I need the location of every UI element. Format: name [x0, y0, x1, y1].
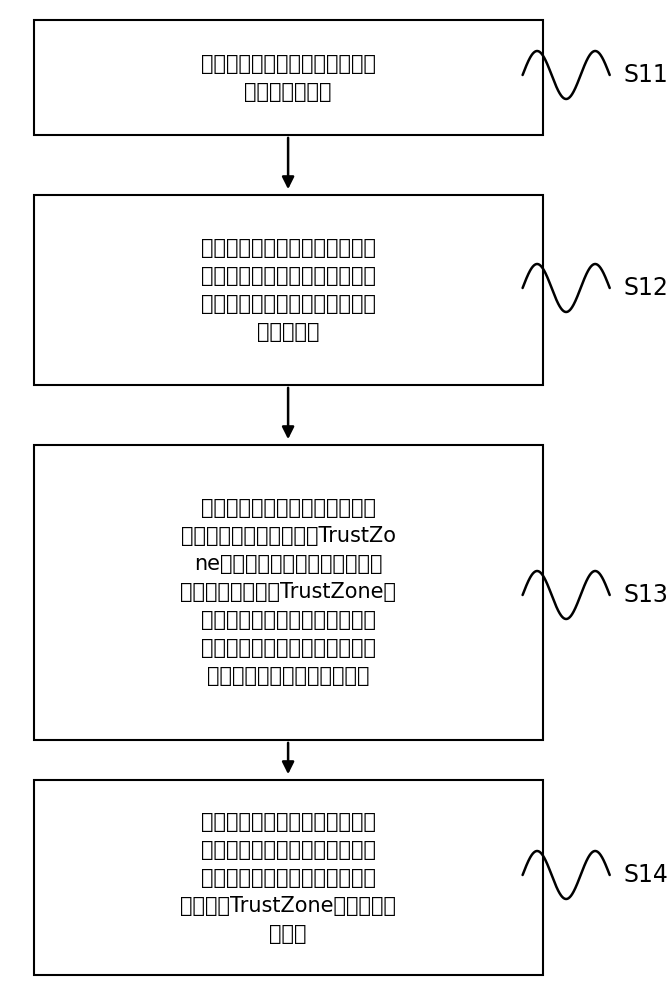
Text: 所述源设备检测所述关键口令是
否在所述源设备的内存的TrustZo
ne安全区域中存在，其中，所述
源设备的内存包括TrustZone安
全区域和普通区域，所述: 所述源设备检测所述关键口令是 否在所述源设备的内存的TrustZo ne安全区域…	[180, 498, 396, 686]
Text: S11: S11	[623, 63, 668, 87]
Text: S13: S13	[623, 583, 668, 607]
Text: 所述源设备的前端语音处理芯片
对所述第一语音口令进行频谱分
析、语音特征提取和匹配，以得
到关键口令: 所述源设备的前端语音处理芯片 对所述第一语音口令进行频谱分 析、语音特征提取和匹…	[200, 238, 376, 342]
FancyBboxPatch shape	[34, 20, 543, 135]
FancyBboxPatch shape	[34, 445, 543, 740]
Text: 源设备获取用户通过麦克风输入
的第一语音口令: 源设备获取用户通过麦克风输入 的第一语音口令	[200, 53, 376, 102]
Text: S12: S12	[623, 276, 668, 300]
Text: 若不存在，所述源设备使用安全
总线，将所述前端语音处理芯片
得到的所述关键口令传输至所述
源设备的TrustZone安全区域进
行存储: 若不存在，所述源设备使用安全 总线，将所述前端语音处理芯片 得到的所述关键口令传…	[180, 812, 396, 944]
FancyBboxPatch shape	[34, 195, 543, 385]
FancyBboxPatch shape	[34, 780, 543, 975]
Text: S14: S14	[623, 863, 668, 887]
